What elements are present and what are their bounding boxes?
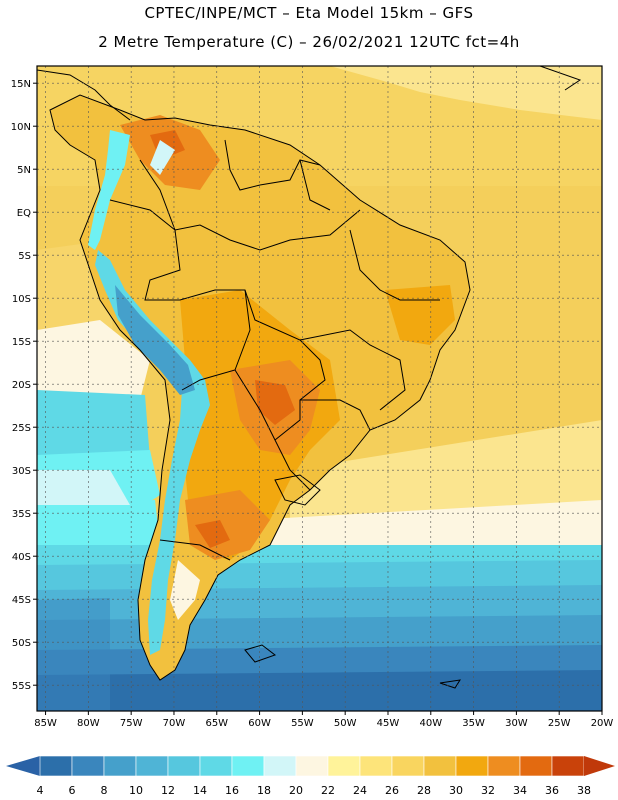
legend-tick-label: 8 [101,784,108,797]
legend-tick-label: 32 [481,784,495,797]
legend-tick-label: 12 [161,784,175,797]
map-subtitle: 2 Metre Temperature (C) – 26/02/2021 12U… [98,33,520,51]
coastlines-borders [37,66,582,689]
legend-tick-label: 4 [37,784,44,797]
temperature-map: 15N 10N 5N EQ 5S 10S 15S 20S 25S 30S 35S 40S 45S 50S 5… [11,65,613,729]
legend-tick-label: 38 [577,784,591,797]
latitude-label: 5S [18,251,31,262]
latitude-label: 10S [12,294,31,305]
latitude-label: 40S [12,552,31,563]
legend-tick-label: 16 [225,784,239,797]
legend-color-box [39,755,73,777]
longitude-label: 40W [419,718,442,729]
legend-tick-label: 34 [513,784,527,797]
latitude-label: 5N [17,165,31,176]
latitude-label: 45S [12,595,31,606]
longitude-labels: 85W 80W 75W 70W 65W 60W 55W 50W 45W 40W 35W 30W 25W 2… [34,711,613,729]
ocean-temperature-bands [37,66,602,711]
longitude-label: 50W [334,718,357,729]
latitude-label: 35S [12,509,31,520]
legend-tick-label: 28 [417,784,431,797]
map-frame [36,65,603,712]
latitude-label: 10N [11,122,31,133]
longitude-label: 30W [505,718,528,729]
longitude-label: 35W [462,718,485,729]
legend-color-box [391,755,425,777]
longitude-label: 65W [205,718,228,729]
legend-color-box [231,755,265,777]
longitude-label: 85W [34,718,57,729]
legend-under-triangle [6,756,40,776]
latitude-label: 15S [12,337,31,348]
legend-color-box [455,755,489,777]
longitude-label: 20W [591,718,614,729]
latitude-label: 20S [12,380,31,391]
longitude-label: 70W [163,718,186,729]
longitude-label: 45W [377,718,400,729]
color-legend: 4 6 8 10 12 14 16 18 20 22 24 26 28 30 32 34 36 38 [6,755,615,797]
legend-color-box [519,755,553,777]
legend-color-box [199,755,233,777]
legend-tick-label: 22 [321,784,335,797]
legend-tick-label: 6 [69,784,76,797]
legend-color-box [295,755,329,777]
legend-color-box [263,755,297,777]
legend-color-box [327,755,361,777]
legend-over-triangle [584,756,615,776]
longitude-label: 55W [291,718,314,729]
legend-color-box [135,755,169,777]
longitude-label: 75W [120,718,143,729]
latitude-label: 25S [12,423,31,434]
legend-color-box [487,755,521,777]
legend-color-box [423,755,457,777]
latitude-label: 50S [12,638,31,649]
map-grid [37,66,602,711]
latitude-label: 55S [12,681,31,692]
legend-color-box [167,755,201,777]
legend-tick-label: 14 [193,784,207,797]
latitude-label: 15N [11,79,31,90]
legend-tick-label: 24 [353,784,367,797]
latitude-label: 30S [12,466,31,477]
legend-tick-label: 26 [385,784,399,797]
longitude-label: 60W [248,718,271,729]
legend-color-box [359,755,393,777]
longitude-label: 80W [77,718,100,729]
andes-cold-band [88,130,210,655]
legend-tick-label: 10 [129,784,143,797]
legend-color-box [551,755,585,777]
legend-color-box [71,755,105,777]
latitude-label: EQ [17,208,31,219]
legend-color-box [103,755,137,777]
continent-temperature-field [50,95,470,680]
map-title: CPTEC/INPE/MCT – Eta Model 15km – GFS [144,4,474,22]
legend-tick-label: 36 [545,784,559,797]
longitude-label: 25W [548,718,571,729]
legend-tick-label: 20 [289,784,303,797]
legend-tick-label: 18 [257,784,271,797]
latitude-labels: 15N 10N 5N EQ 5S 10S 15S 20S 25S 30S 35S 40S 45S 50S 5… [11,79,37,692]
legend-tick-label: 30 [449,784,463,797]
